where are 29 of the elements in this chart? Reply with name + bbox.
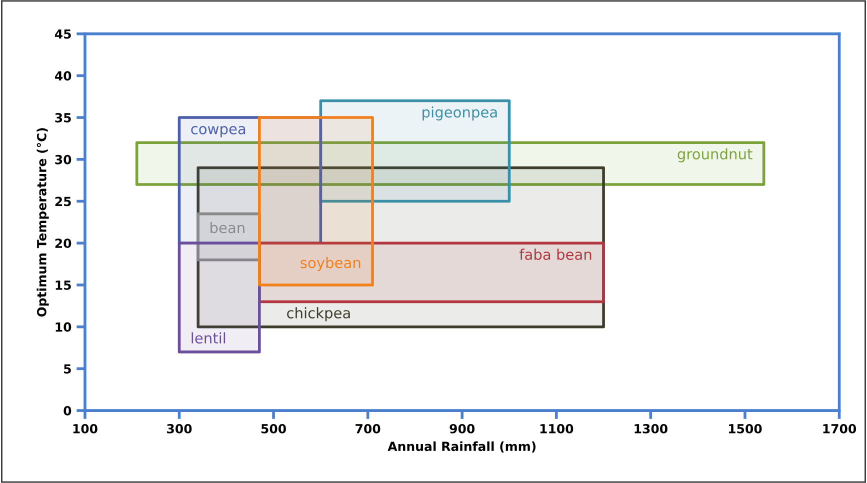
- x-tick-label: 1700: [823, 424, 856, 434]
- y-tick-label: 10: [56, 322, 72, 332]
- x-tick-label: 100: [73, 424, 98, 434]
- x-tick-label: 1100: [540, 424, 574, 434]
- series-label: soybean: [300, 256, 360, 272]
- series-label: chickpea: [287, 307, 350, 322]
- series-label: faba bean: [519, 248, 592, 260]
- y-tick-label: 15: [56, 280, 71, 290]
- x-axis-title: Annual Rainfall (mm): [388, 441, 536, 453]
- x-tick-label: 500: [261, 424, 286, 434]
- x-tick-label: 700: [356, 424, 380, 434]
- x-tick-label: 300: [167, 424, 192, 434]
- series-label: lentil: [192, 332, 226, 344]
- y-axis-title: Optimum Temperature (°C): [36, 128, 49, 317]
- y-tick-label: 25: [55, 196, 71, 206]
- x-tick-label: 1500: [728, 424, 762, 434]
- series-label: cowpea: [191, 126, 246, 138]
- y-tick-label: 35: [55, 113, 71, 122]
- y-tick-label: 20: [55, 238, 72, 248]
- series-label: pigeonpea: [422, 106, 497, 120]
- y-tick-label: 45: [54, 29, 71, 39]
- series-label: groundnut: [678, 148, 752, 162]
- y-tick-label: 40: [54, 71, 72, 81]
- y-tick-label: 30: [55, 154, 72, 164]
- series-label: bean: [210, 222, 244, 234]
- x-tick-label: 900: [450, 424, 475, 434]
- y-tick-label: 5: [64, 364, 71, 374]
- y-tick-label: 0: [64, 406, 72, 416]
- x-tick-label: 1300: [634, 424, 668, 434]
